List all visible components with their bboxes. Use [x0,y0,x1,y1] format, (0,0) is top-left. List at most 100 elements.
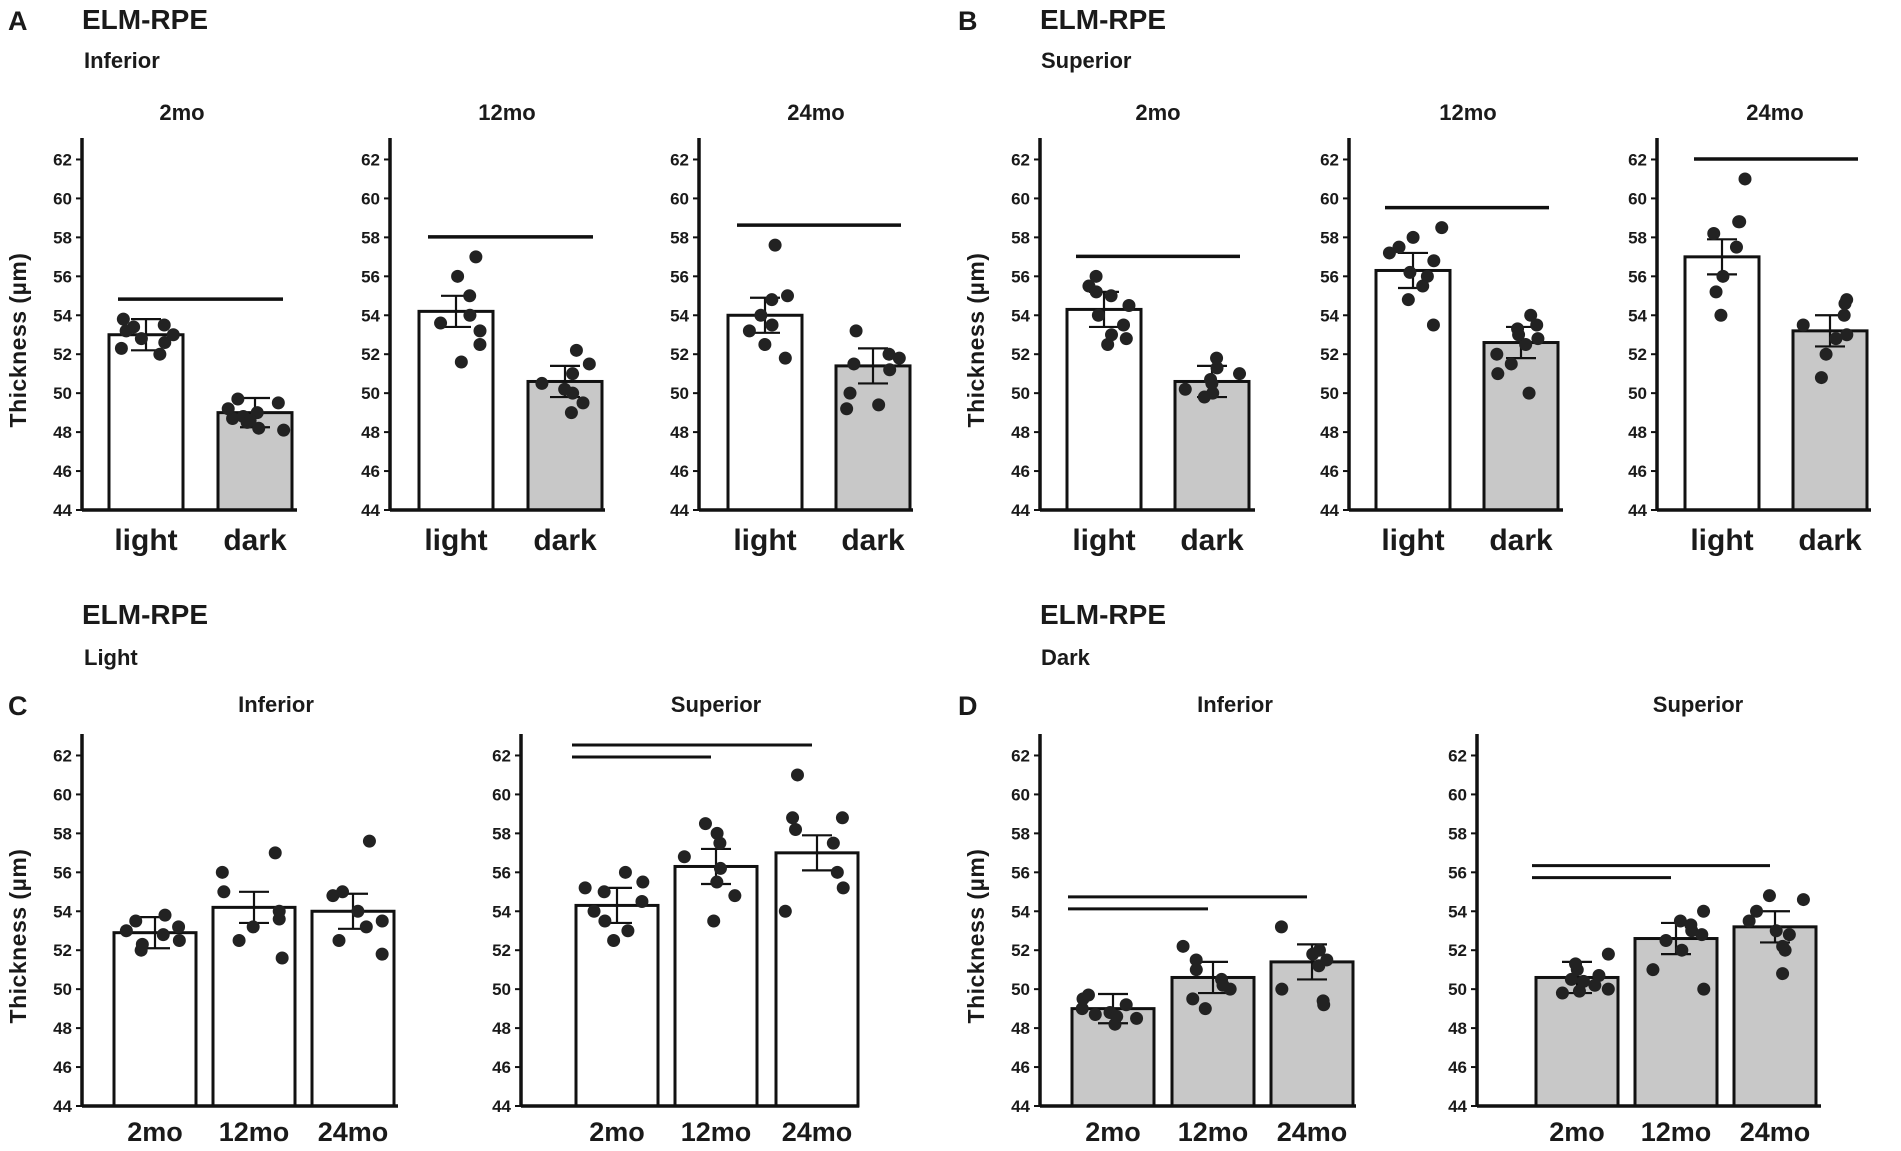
data-point [215,865,229,879]
data-point [1204,373,1218,387]
y-tick-label: 52 [1448,941,1467,960]
data-point [156,928,170,942]
x-tick-label: light [114,524,177,557]
data-point [1729,240,1743,254]
data-point [883,363,897,377]
y-tick-label: 44 [53,1097,72,1116]
chart-title: 24mo [1746,100,1803,125]
chart-title: Superior [1653,692,1744,717]
x-tick-label: dark [223,524,287,557]
x-tick-label: 12mo [681,1117,752,1147]
data-point [362,834,376,848]
data-point [713,861,727,875]
data-point [473,337,487,351]
data-point [578,881,592,895]
data-point [226,411,240,425]
y-tick-label: 60 [1448,785,1467,804]
bar-12mo [1633,937,1719,1108]
chart-b-12mo: 12mo 44 46 48 50 52 54 56 58 60 62 light dark [1320,100,1563,557]
bar-light [1683,255,1761,512]
y-tick-label: 44 [1448,1097,1467,1116]
data-point [636,875,650,889]
y-tick-label: 48 [670,423,689,442]
y-tick-label: 44 [53,501,72,520]
data-point [607,933,621,947]
chart-d-inferior: Inferior Thickness (µm) 44 46 48 50 52 54 56 58 60… [963,692,1356,1147]
y-tick-label: 48 [1628,423,1647,442]
data-point [621,924,635,938]
data-point [1178,382,1192,396]
data-point [765,318,779,332]
panel-a-title: ELM-RPE [82,4,208,35]
y-tick-label: 50 [1011,980,1030,999]
data-point [778,351,792,365]
x-tick-label: 12mo [219,1117,290,1147]
data-point [535,376,549,390]
data-point [1392,240,1406,254]
y-tick-label: 50 [670,384,689,403]
data-point [1659,933,1673,947]
y-tick-label: 58 [1011,824,1030,843]
data-point [1814,371,1828,385]
y-tick-label: 48 [1011,423,1030,442]
y-tick-label: 52 [1320,345,1339,364]
y-tick-label: 46 [53,1058,72,1077]
data-point [1189,963,1203,977]
data-point [332,933,346,947]
y-tick-label: 62 [1011,746,1030,765]
y-tick-label: 54 [53,902,72,921]
data-point [789,822,803,836]
data-point [473,324,487,338]
y-tick-label: 46 [670,462,689,481]
bar-dark [526,379,604,512]
data-point [1320,953,1334,967]
y-tick-label: 52 [361,345,380,364]
data-point [1091,308,1105,322]
data-point [618,865,632,879]
y-tick-label: 56 [53,267,72,286]
data-point [272,912,286,926]
data-point [1762,889,1776,903]
data-point [1122,299,1136,313]
data-point [1840,328,1854,342]
data-point [1089,269,1103,283]
data-point [598,914,612,928]
chart-title: 2mo [1135,100,1180,125]
data-point [119,924,133,938]
data-point [1511,322,1525,336]
y-tick-label: 56 [492,863,511,882]
y-tick-label: 58 [361,228,380,247]
data-point [872,398,886,412]
y-tick-label: 54 [1320,306,1339,325]
panel-letter-b: B [958,6,978,36]
data-point [454,355,468,369]
y-tick-label: 58 [670,228,689,247]
bar-dark [1791,329,1869,512]
data-point [1572,984,1586,998]
y-tick-label: 60 [53,189,72,208]
data-point [1776,939,1790,953]
chart-d-superior: Superior 44 46 48 50 52 54 56 58 60 62 2mo 12mo 24mo [1448,692,1821,1147]
data-point [1274,920,1288,934]
y-tick-label: 46 [492,1058,511,1077]
data-point [765,293,779,307]
y-tick-label: 54 [1628,306,1647,325]
y-tick-label: 60 [1320,189,1339,208]
y-tick-label: 52 [53,941,72,960]
data-point [713,836,727,850]
y-tick-label: 62 [53,150,72,169]
x-tick-label: light [733,524,796,557]
data-point [1646,963,1660,977]
panel-b-subtitle: Superior [1041,48,1132,73]
y-tick-label: 46 [361,462,380,481]
data-point [1601,982,1615,996]
y-tick-label: 54 [492,902,511,921]
y-tick-label: 54 [1448,902,1467,921]
data-point [780,289,794,303]
data-point [1697,904,1711,918]
data-point [1714,308,1728,322]
data-point [451,269,465,283]
y-axis-label: Thickness (µm) [963,849,989,1024]
y-tick-label: 56 [1320,267,1339,286]
